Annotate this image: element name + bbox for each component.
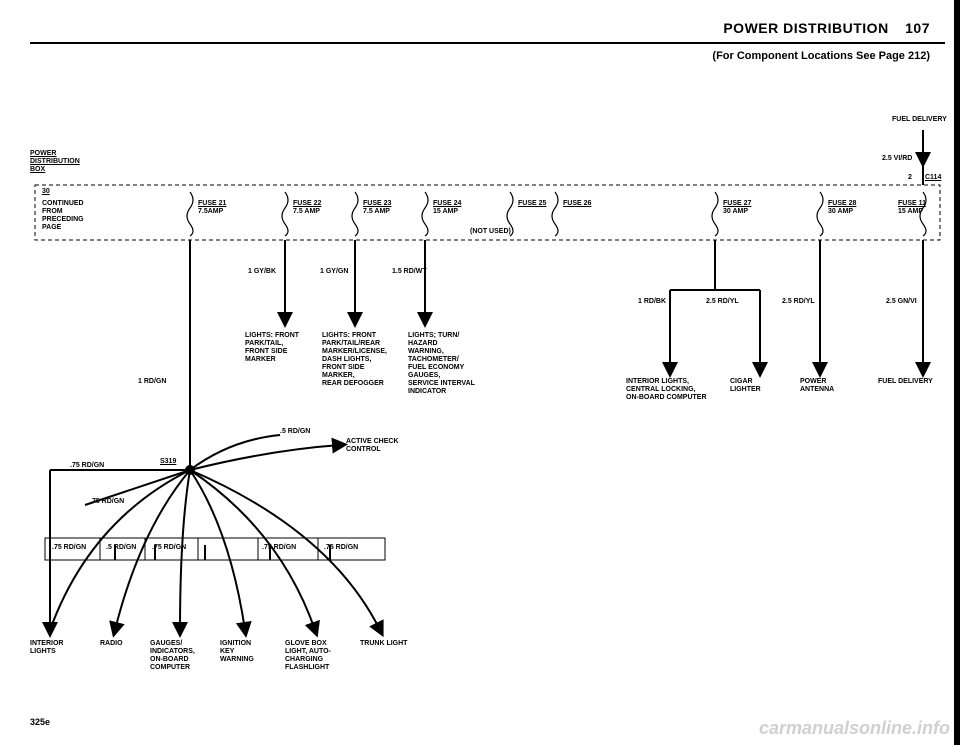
fuse25: FUSE 25 xyxy=(518,200,546,208)
bot-5: GLOVE BOX LIGHT, AUTO- CHARGING FLASHLIG… xyxy=(285,640,331,672)
right-t3: POWER ANTENNA xyxy=(800,378,834,394)
box-w5: .75 RD/GN xyxy=(324,544,358,552)
fuse27: FUSE 2730 AMP xyxy=(723,200,751,216)
fuse21: FUSE 217.5AMP xyxy=(198,200,226,216)
title-right: 107 xyxy=(905,20,930,36)
w-gnvi: 2.5 GN/VI xyxy=(886,298,917,306)
w75b: .75 RD/GN xyxy=(90,498,124,506)
fuel-delivery-top: FUEL DELIVERY xyxy=(892,116,947,124)
s319: S319 xyxy=(160,458,176,466)
right-t1: INTERIOR LIGHTS, CENTRAL LOCKING, ON-BOA… xyxy=(626,378,707,402)
header-rule xyxy=(30,42,945,44)
c114-2: 2 xyxy=(908,174,912,182)
box-w1: .75 RD/GN xyxy=(52,544,86,552)
fuse23: FUSE 237.5 AMP xyxy=(363,200,391,216)
bot-6: TRUNK LIGHT xyxy=(360,640,407,648)
box-w4: .75 RD/GN xyxy=(262,544,296,552)
fuse28: FUSE 2830 AMP xyxy=(828,200,856,216)
bot-3: GAUGES/ INDICATORS, ON-BOARD COMPUTER xyxy=(150,640,195,672)
mid-t2: LIGHTS: FRONT PARK/TAIL/REAR MARKER/LICE… xyxy=(322,332,387,388)
title-left: POWER DISTRIBUTION xyxy=(723,20,888,36)
mid-t1: LIGHTS: FRONT PARK/TAIL, FRONT SIDE MARK… xyxy=(245,332,299,364)
fuse11: FUSE 1115 AMP xyxy=(898,200,926,216)
continued: CONTINUED FROM PRECEDING PAGE xyxy=(42,200,84,232)
active-check: ACTIVE CHECK CONTROL xyxy=(346,438,399,454)
right-t2: CIGAR LIGHTER xyxy=(730,378,761,394)
c114: C114 xyxy=(925,174,941,182)
w-rdyl1: 2.5 RD/YL xyxy=(706,298,739,306)
w-rdyl2: 2.5 RD/YL xyxy=(782,298,815,306)
fuse24: FUSE 2415 AMP xyxy=(433,200,461,216)
bot-4: IGNITION KEY WARNING xyxy=(220,640,254,664)
w-rdbk: 1 RD/BK xyxy=(638,298,666,306)
footer-model: 325e xyxy=(30,717,50,727)
box-w2: .5 RD/GN xyxy=(106,544,136,552)
watermark: carmanualsonline.info xyxy=(759,718,950,739)
w-rdgn1: 1 RD/GN xyxy=(138,378,166,386)
w-rdwt: 1.5 RD/WT xyxy=(392,268,427,276)
right-t4: FUEL DELIVERY xyxy=(878,378,933,386)
n30: 30 xyxy=(42,188,50,196)
page-edge xyxy=(954,0,960,745)
fuse26: FUSE 26 xyxy=(563,200,591,208)
fuse22: FUSE 227.5 AMP xyxy=(293,200,321,216)
bot-1: INTERIOR LIGHTS xyxy=(30,640,63,656)
wiring-diagram: POWER DISTRIBUTION BOX FUEL DELIVERY 2.5… xyxy=(30,100,950,700)
mid-t3: LIGHTS; TURN/ HAZARD WARNING, TACHOMETER… xyxy=(408,332,475,396)
w75a: .75 RD/GN xyxy=(70,462,104,470)
w-5rdgn-top: .5 RD/GN xyxy=(280,428,310,436)
bot-2: RADIO xyxy=(100,640,123,648)
vi-rd: 2.5 VI/RD xyxy=(882,155,912,163)
w-gygn: 1 GY/GN xyxy=(320,268,348,276)
subtitle: (For Component Locations See Page 212) xyxy=(712,50,930,62)
box-w3: .75 RD/GN xyxy=(152,544,186,552)
not-used: (NOT USED) xyxy=(470,228,511,236)
pdbox-label: POWER DISTRIBUTION BOX xyxy=(30,150,80,174)
w-gybk: 1 GY/BK xyxy=(248,268,276,276)
header: POWER DISTRIBUTION 107 xyxy=(723,20,930,38)
